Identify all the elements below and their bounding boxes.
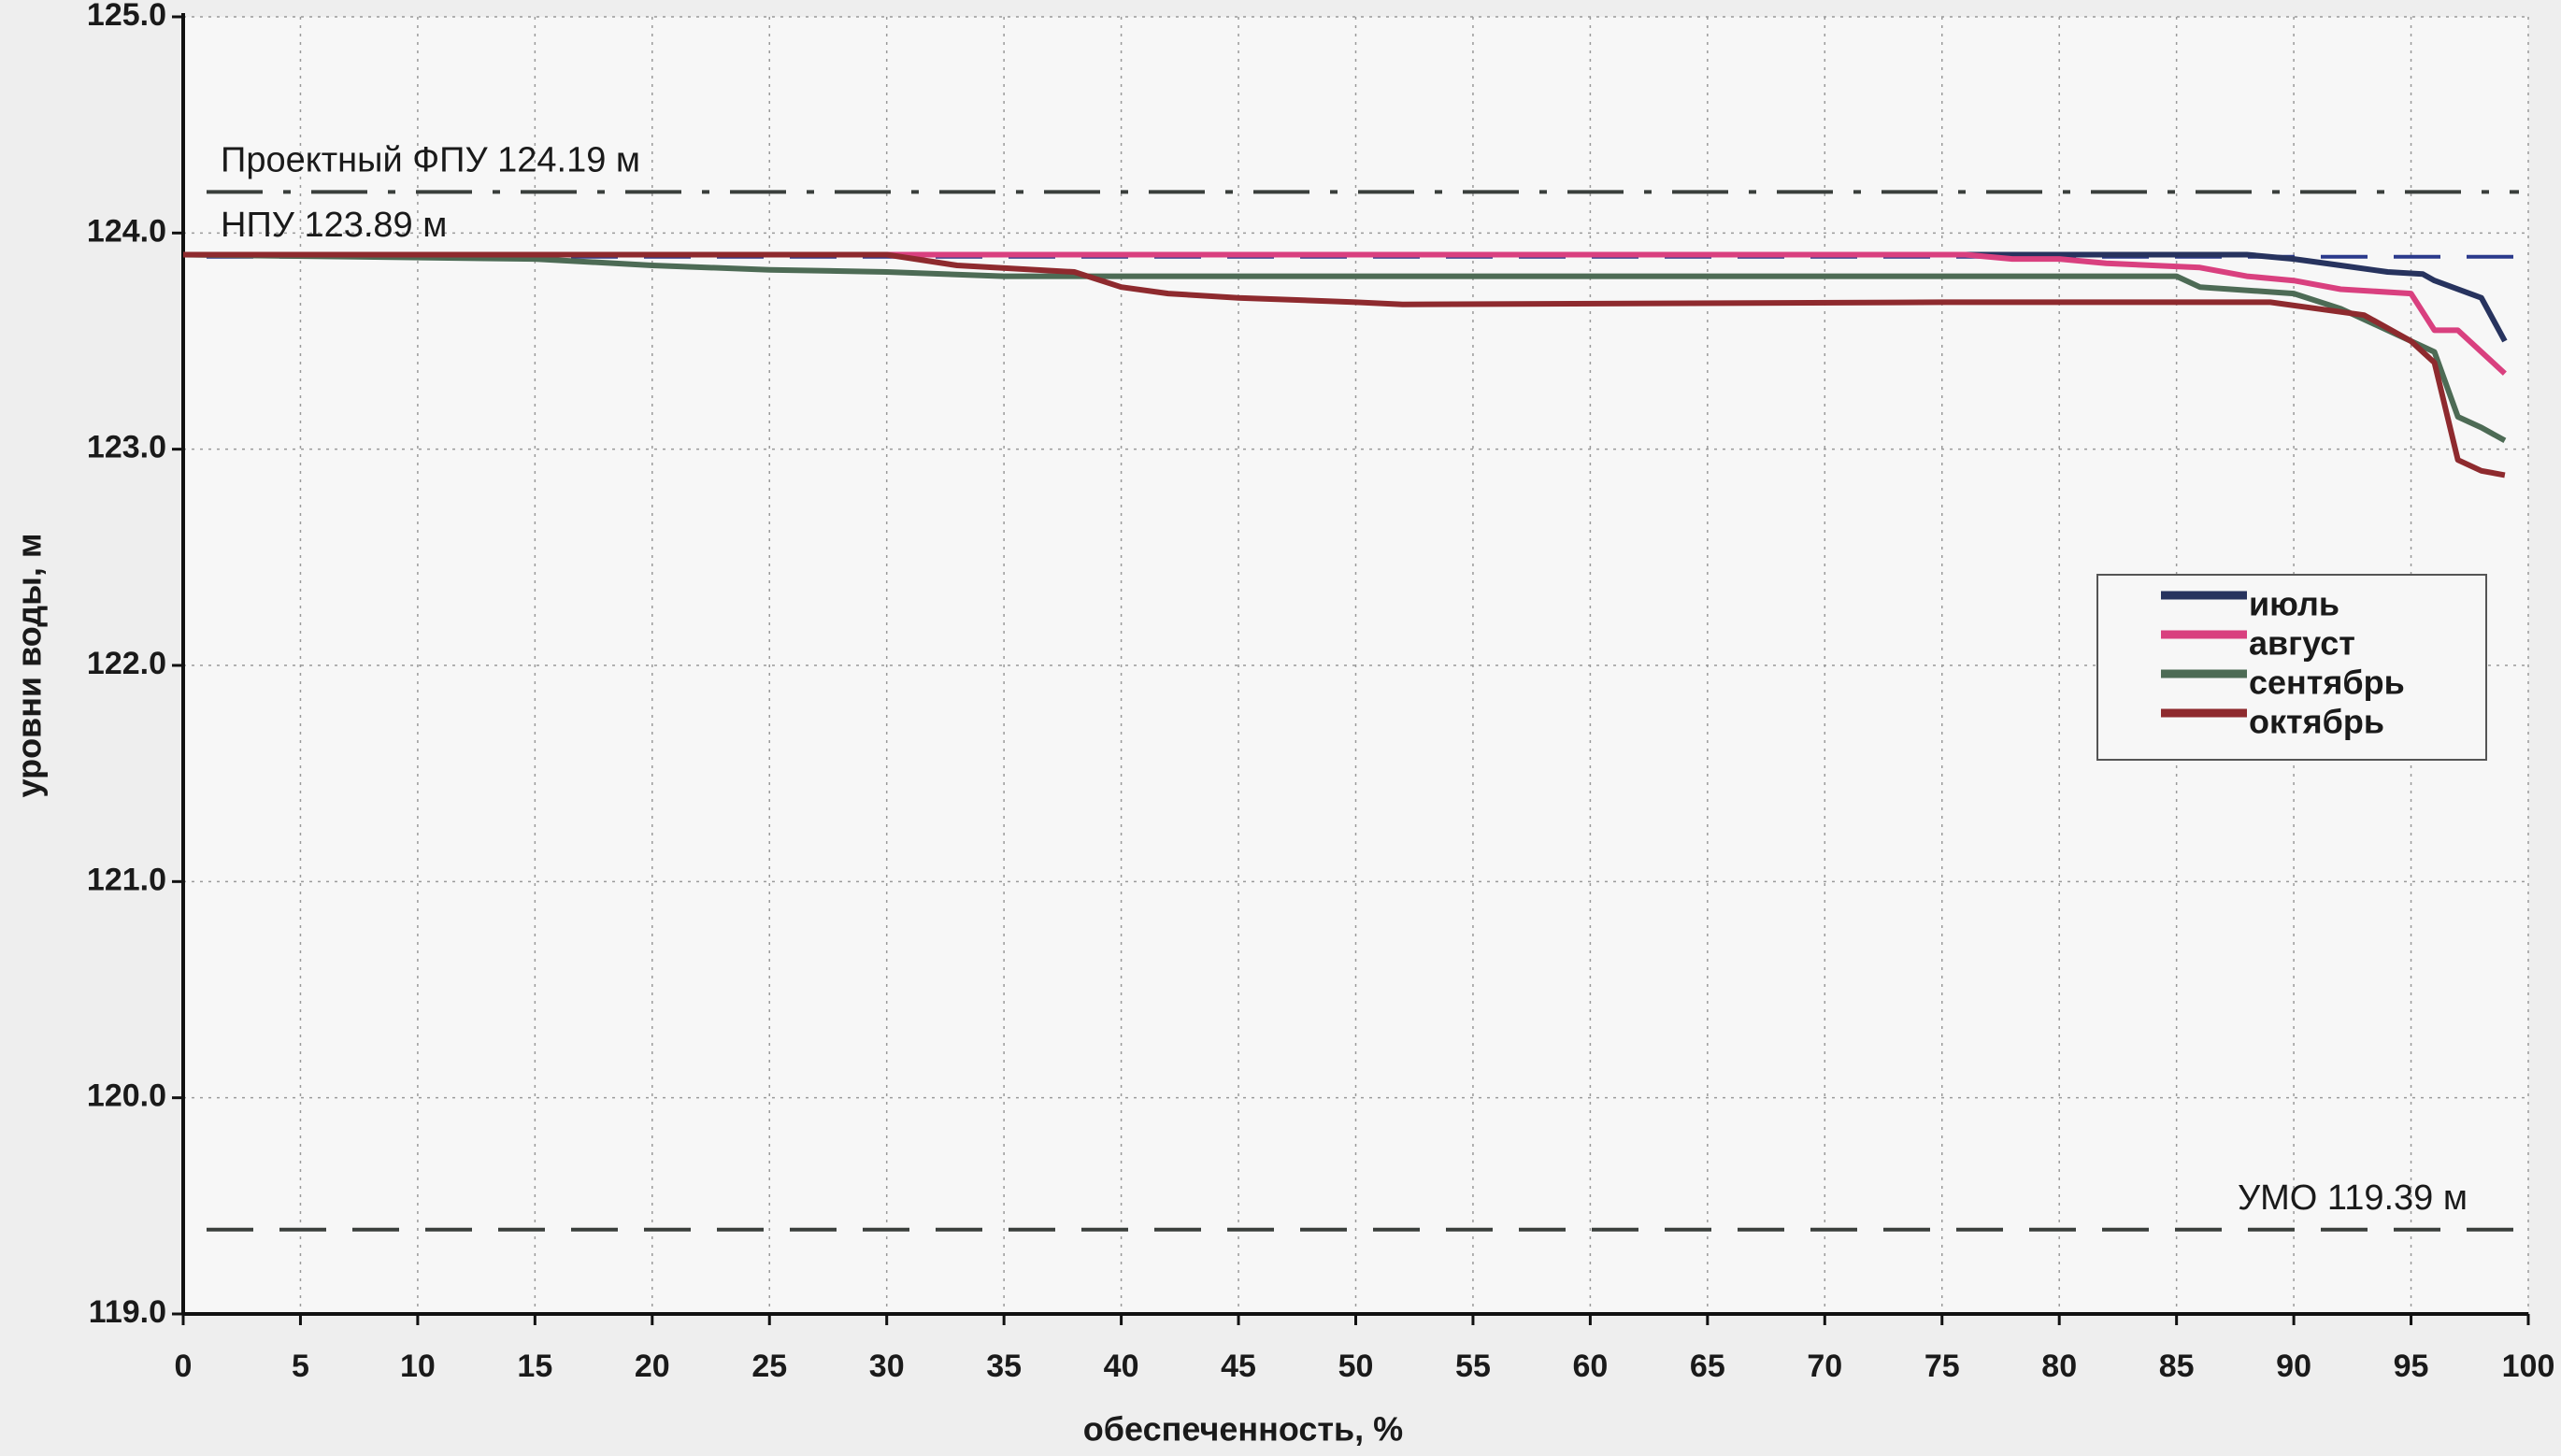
- x-tick-label: 75: [1924, 1349, 1960, 1384]
- reference-label: НПУ 123.89 м: [221, 206, 447, 245]
- x-tick-label: 90: [2276, 1349, 2311, 1384]
- y-tick-label: 124.0: [87, 213, 166, 249]
- x-tick-label: 20: [635, 1349, 670, 1384]
- y-tick-label: 122.0: [87, 646, 166, 681]
- y-tick-label: 119.0: [89, 1294, 166, 1330]
- series-line: [183, 251, 2506, 478]
- x-axis-title: обеспеченность, %: [1083, 1410, 1403, 1449]
- x-tick-label: 25: [751, 1349, 787, 1384]
- x-tick-label: 35: [986, 1349, 1022, 1384]
- legend-label: август: [2249, 624, 2355, 663]
- legend-box: [2096, 574, 2487, 761]
- reference-label: Проектный ФПУ 124.19 м: [221, 140, 640, 179]
- x-tick-label: 80: [2041, 1349, 2077, 1384]
- x-tick-label: 100: [2502, 1349, 2555, 1384]
- x-tick-label: 0: [175, 1349, 193, 1384]
- y-tick-label: 125.0: [87, 0, 166, 33]
- legend-label: октябрь: [2249, 703, 2384, 741]
- x-tick-label: 45: [1221, 1349, 1256, 1384]
- x-tick-label: 95: [2394, 1349, 2429, 1384]
- x-tick-label: 55: [1455, 1349, 1491, 1384]
- y-tick-label: 121.0: [87, 862, 166, 897]
- x-tick-label: 30: [869, 1349, 905, 1384]
- x-tick-label: 50: [1338, 1349, 1374, 1384]
- y-tick-label: 120.0: [87, 1078, 166, 1114]
- x-tick-label: 10: [400, 1349, 436, 1384]
- x-tick-label: 60: [1572, 1349, 1608, 1384]
- y-tick-label: 123.0: [87, 430, 166, 465]
- x-tick-label: 40: [1104, 1349, 1139, 1384]
- x-tick-label: 70: [1807, 1349, 1842, 1384]
- legend-label: сентябрь: [2249, 664, 2405, 702]
- x-tick-label: 15: [517, 1349, 552, 1384]
- reference-label: УМО 119.39 м: [2238, 1178, 2468, 1218]
- series-line: [183, 251, 2507, 376]
- x-tick-label: 5: [292, 1349, 309, 1384]
- y-axis-title: уровни воды, м: [10, 534, 49, 798]
- x-tick-label: 85: [2159, 1349, 2195, 1384]
- series-line: [182, 251, 2507, 444]
- legend-label: июль: [2249, 585, 2339, 623]
- x-tick-label: 65: [1690, 1349, 1725, 1384]
